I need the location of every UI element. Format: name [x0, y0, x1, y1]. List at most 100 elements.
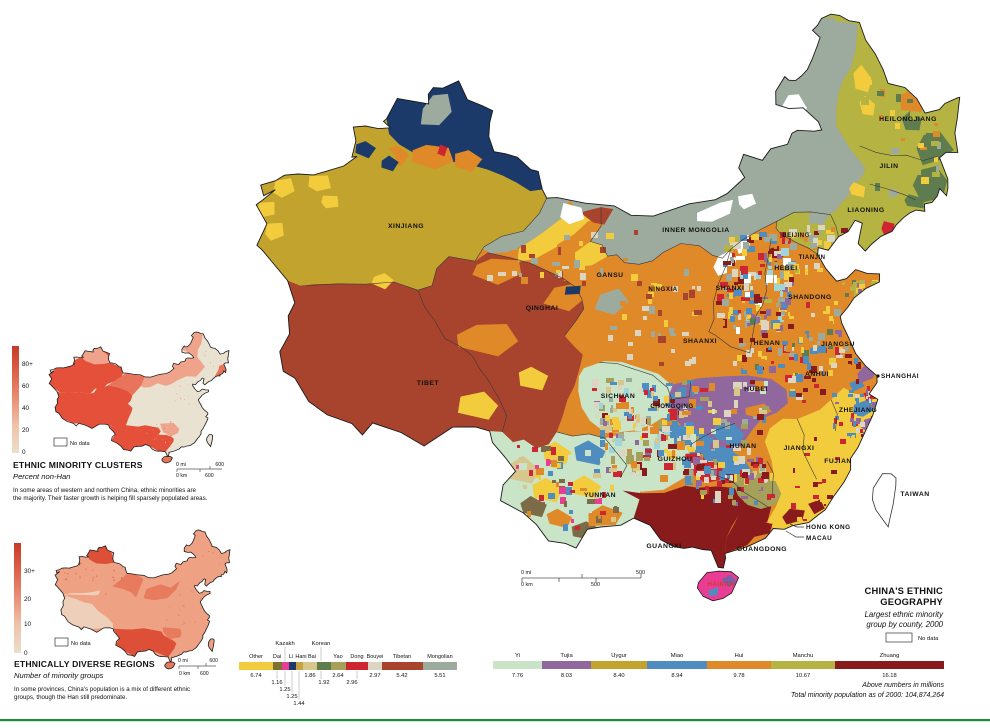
svg-text:JIANGSU: JIANGSU [821, 341, 855, 348]
svg-text:600: 600 [209, 658, 218, 664]
svg-text:Tibetan: Tibetan [393, 654, 411, 660]
svg-text:600: 600 [200, 671, 209, 677]
svg-text:HEILONGJIANG: HEILONGJIANG [879, 116, 937, 123]
svg-text:Above numbers in millions: Above numbers in millions [861, 682, 944, 689]
svg-text:Total minority population as o: Total minority population as of 2000: 10… [791, 692, 944, 699]
svg-text:In some provinces, China's pop: In some provinces, China's population is… [14, 686, 190, 693]
svg-text:Bouyei: Bouyei [367, 654, 384, 660]
svg-text:group by county, 2000: group by county, 2000 [866, 620, 943, 629]
svg-text:groups, though the Han still p: groups, though the Han still predominate… [14, 694, 127, 701]
svg-text:600: 600 [205, 473, 214, 479]
svg-text:LIAONING: LIAONING [847, 207, 884, 214]
svg-text:GUANGXI: GUANGXI [646, 543, 681, 550]
svg-text:GANSU: GANSU [596, 272, 623, 279]
svg-text:0: 0 [22, 449, 26, 456]
svg-text:6.74: 6.74 [250, 673, 262, 679]
svg-text:7.76: 7.76 [512, 673, 523, 679]
svg-text:Bai: Bai [308, 654, 316, 660]
svg-text:Number of minority groups: Number of minority groups [14, 671, 104, 680]
svg-text:FUJIAN: FUJIAN [824, 458, 852, 465]
svg-text:1.86: 1.86 [304, 673, 315, 679]
svg-text:2.97: 2.97 [369, 673, 380, 679]
svg-text:HEBEI: HEBEI [774, 265, 797, 272]
svg-text:Mongolian: Mongolian [427, 654, 452, 660]
svg-text:Hui: Hui [735, 653, 744, 659]
svg-text:5.51: 5.51 [434, 673, 445, 679]
svg-text:2.96: 2.96 [346, 680, 357, 686]
svg-text:Kazakh: Kazakh [275, 641, 294, 647]
svg-text:ZHEJIANG: ZHEJIANG [839, 407, 877, 414]
svg-text:80+: 80+ [22, 361, 33, 368]
svg-text:QINGHAI: QINGHAI [526, 305, 559, 312]
svg-text:YUNNAN: YUNNAN [584, 492, 616, 499]
svg-text:0 km: 0 km [179, 671, 190, 677]
svg-text:40: 40 [22, 405, 30, 412]
svg-text:SHANDONG: SHANDONG [788, 294, 832, 301]
svg-text:30+: 30+ [24, 568, 35, 575]
svg-text:Yao: Yao [333, 654, 342, 660]
svg-text:Hani: Hani [295, 654, 306, 660]
svg-text:600: 600 [215, 462, 224, 468]
svg-text:HONG KONG: HONG KONG [806, 524, 851, 531]
svg-text:SICHUAN: SICHUAN [601, 393, 635, 400]
svg-text:0 km: 0 km [521, 582, 533, 588]
svg-text:Dong: Dong [350, 654, 363, 660]
svg-text:1.25: 1.25 [279, 687, 290, 693]
svg-text:Other: Other [249, 654, 263, 660]
svg-text:Korean: Korean [312, 641, 331, 647]
svg-text:No data: No data [71, 641, 91, 647]
svg-text:8.94: 8.94 [671, 673, 683, 679]
svg-text:GUANGDONG: GUANGDONG [737, 546, 787, 553]
svg-text:No data: No data [70, 441, 90, 447]
svg-text:2.64: 2.64 [332, 673, 344, 679]
svg-text:SHAANXI: SHAANXI [683, 338, 717, 345]
svg-text:Yi: Yi [515, 653, 520, 659]
svg-text:1.92: 1.92 [318, 680, 329, 686]
svg-text:ETHNIC MINORITY CLUSTERS: ETHNIC MINORITY CLUSTERS [13, 460, 143, 470]
svg-text:XINJIANG: XINJIANG [388, 223, 424, 230]
svg-text:Largest ethnic minority: Largest ethnic minority [865, 610, 945, 619]
svg-text:ANHUI: ANHUI [805, 371, 829, 378]
svg-text:1.44: 1.44 [293, 701, 305, 707]
svg-text:Li: Li [289, 654, 293, 660]
svg-text:0: 0 [24, 650, 28, 657]
svg-text:JILIN: JILIN [879, 163, 898, 170]
svg-text:20: 20 [22, 427, 30, 434]
svg-text:500: 500 [591, 582, 600, 588]
svg-text:In some areas of western and n: In some areas of western and northern Ch… [13, 487, 197, 494]
svg-text:CHONGQING: CHONGQING [650, 403, 693, 410]
svg-text:16.18: 16.18 [882, 673, 897, 679]
svg-text:10: 10 [24, 621, 32, 628]
svg-text:8.03: 8.03 [561, 673, 572, 679]
svg-text:NINGXIA: NINGXIA [648, 286, 677, 293]
svg-text:0 mi: 0 mi [178, 658, 188, 664]
svg-text:20: 20 [24, 596, 32, 603]
svg-text:0 mi: 0 mi [176, 462, 186, 468]
svg-text:INNER MONGOLIA: INNER MONGOLIA [662, 227, 729, 234]
svg-text:JIANGXI: JIANGXI [784, 445, 815, 452]
svg-text:TAIWAN: TAIWAN [900, 491, 929, 498]
svg-text:SHANGHAI: SHANGHAI [881, 373, 919, 380]
svg-text:HAINAN: HAINAN [707, 581, 734, 588]
svg-text:HUNAN: HUNAN [729, 443, 756, 450]
svg-text:ETHNICALLY DIVERSE REGIONS: ETHNICALLY DIVERSE REGIONS [14, 659, 155, 669]
svg-text:GEOGRAPHY: GEOGRAPHY [880, 596, 943, 607]
svg-text:1.25: 1.25 [286, 694, 297, 700]
svg-text:GUIZHOU: GUIZHOU [658, 456, 693, 463]
svg-text:60: 60 [22, 383, 30, 390]
svg-text:Dai: Dai [273, 654, 281, 660]
svg-text:Zhuang: Zhuang [880, 653, 900, 659]
svg-text:Manchu: Manchu [793, 653, 814, 659]
svg-text:0 mi: 0 mi [521, 570, 531, 576]
svg-text:5.42: 5.42 [396, 673, 407, 679]
svg-text:Percent non-Han: Percent non-Han [13, 472, 70, 481]
svg-text:CHINA'S ETHNIC: CHINA'S ETHNIC [865, 585, 943, 596]
svg-text:Tujia: Tujia [560, 653, 573, 659]
svg-text:SHANXI: SHANXI [716, 285, 745, 292]
svg-text:Uygur: Uygur [611, 653, 627, 659]
svg-text:1.16: 1.16 [271, 680, 282, 686]
svg-text:HENAN: HENAN [754, 340, 781, 347]
svg-text:MACAU: MACAU [806, 535, 832, 542]
svg-text:BEIJING: BEIJING [782, 233, 810, 239]
svg-text:10.67: 10.67 [796, 673, 811, 679]
